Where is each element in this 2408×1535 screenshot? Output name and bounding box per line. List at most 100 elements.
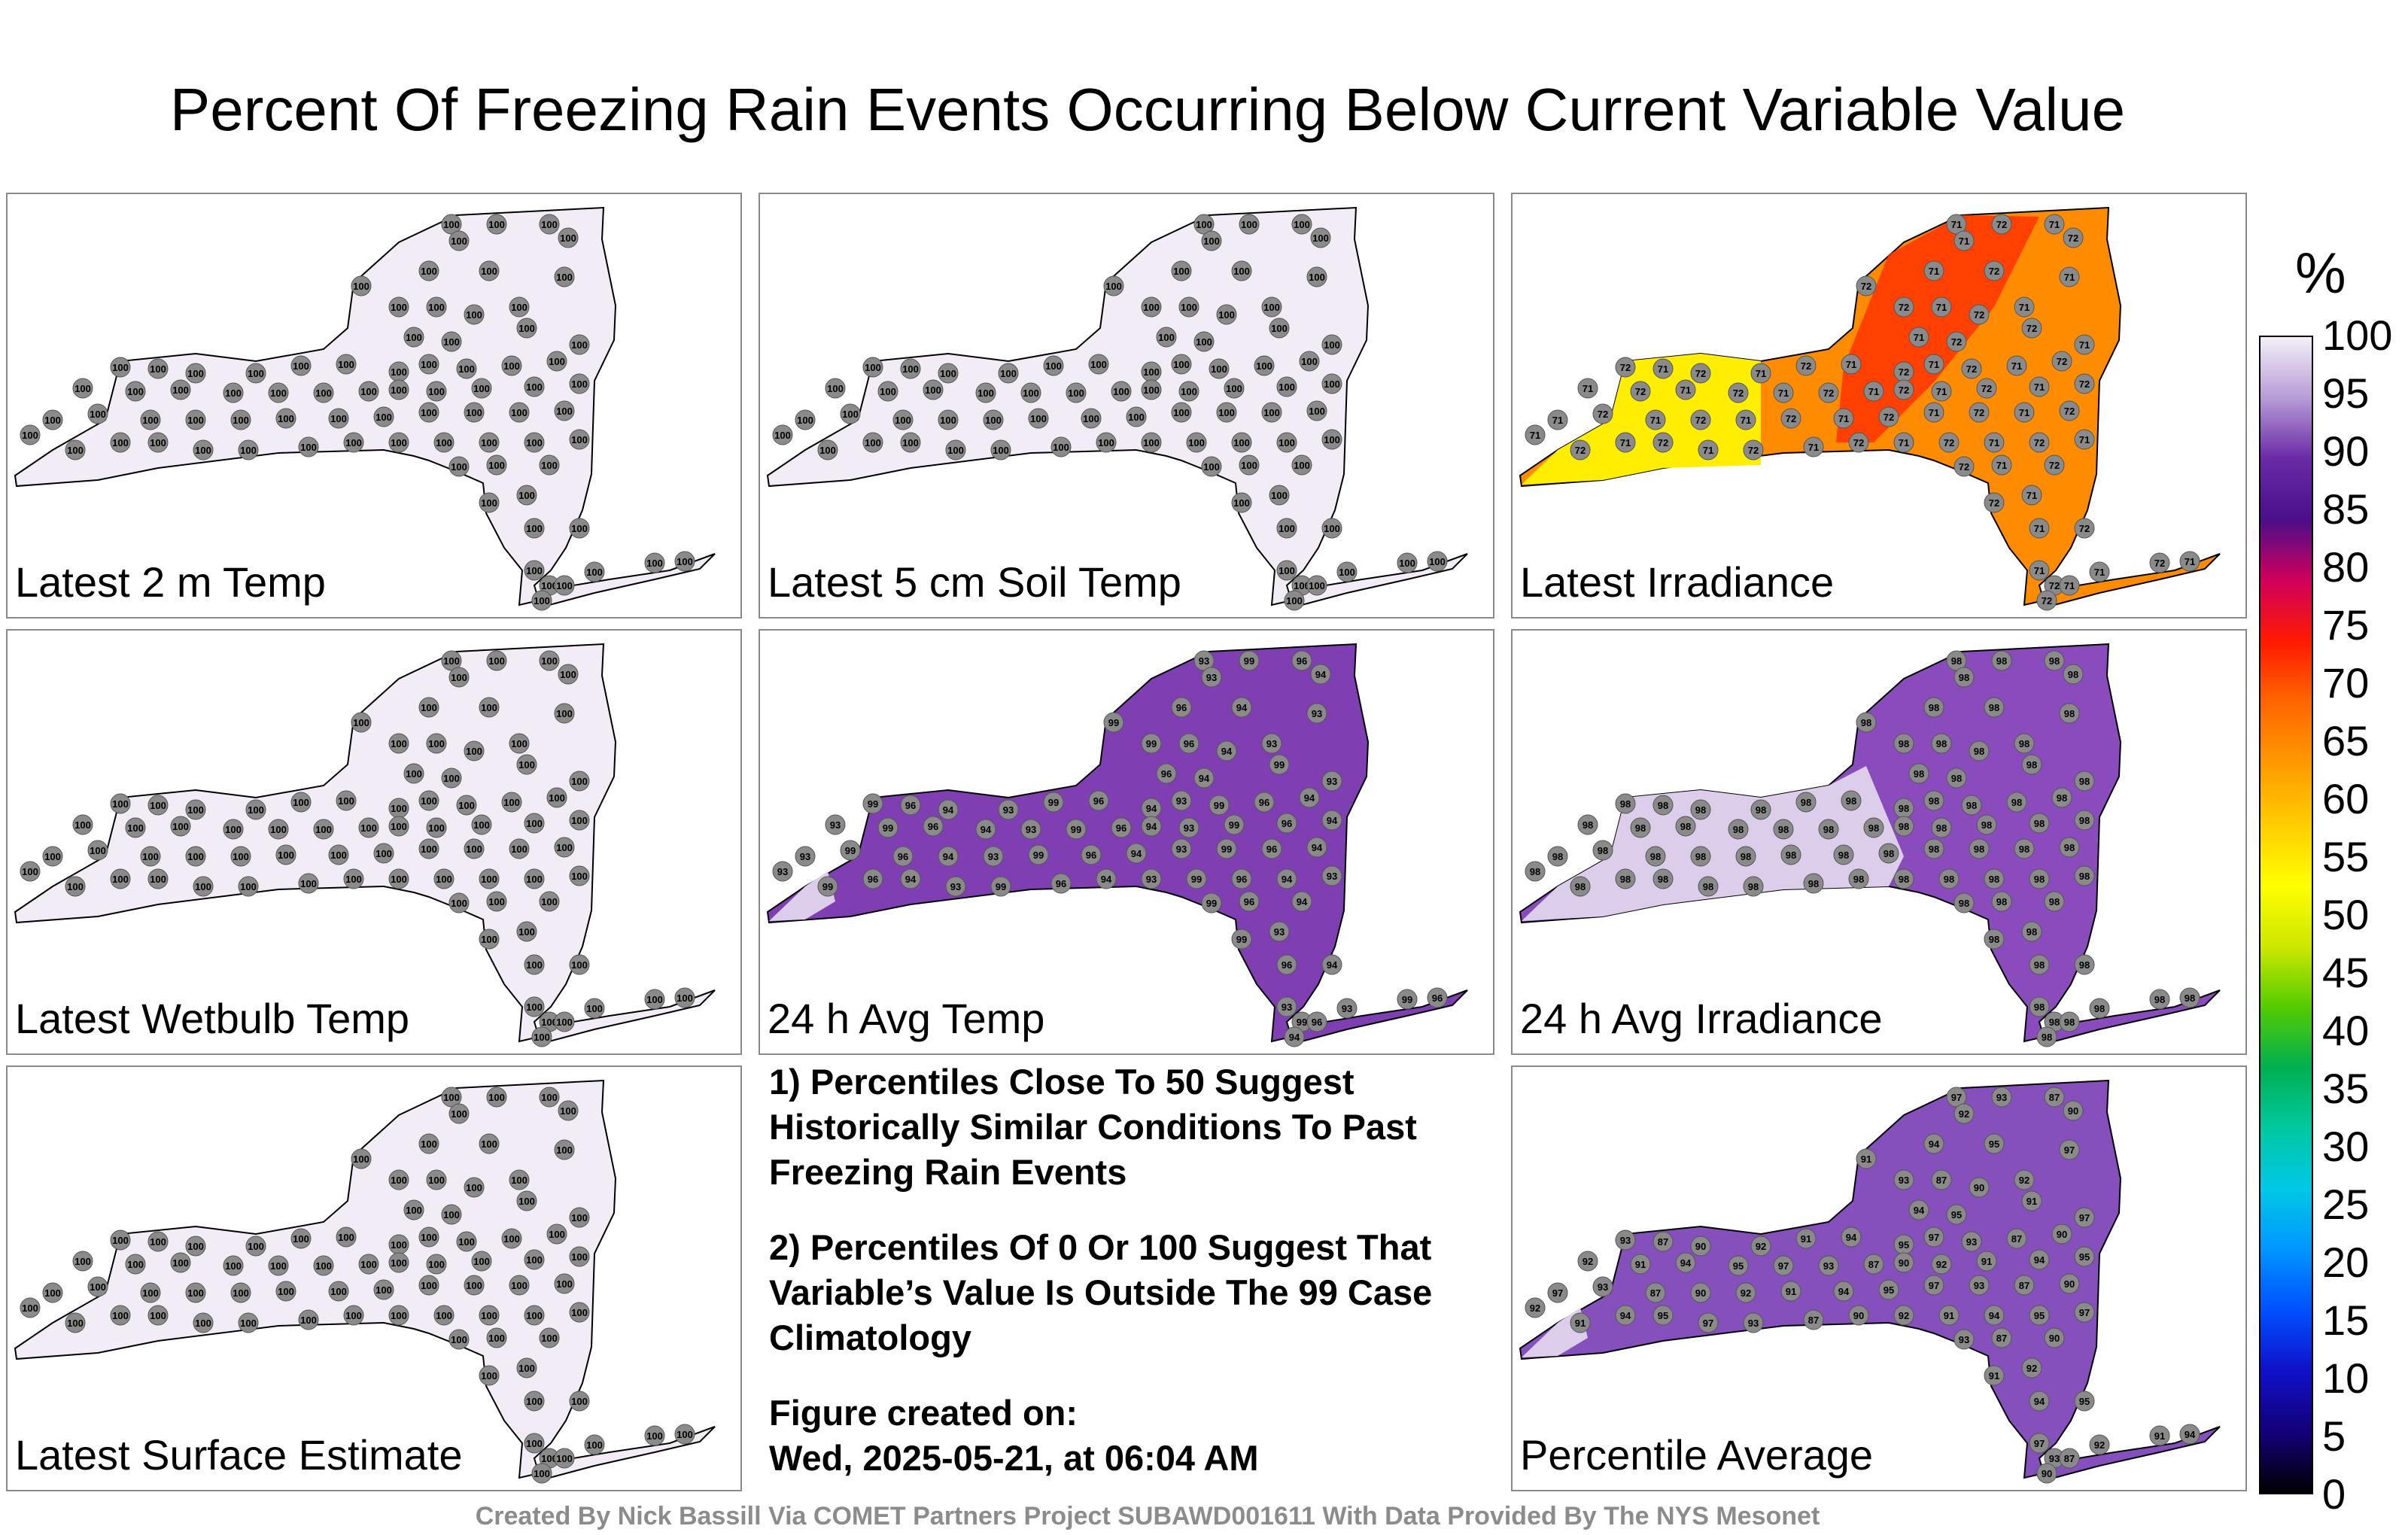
station-value-label: 100	[571, 1396, 588, 1407]
station-marker	[245, 799, 266, 820]
station-value-label: 72	[1620, 362, 1631, 373]
station-value-label: 99	[996, 881, 1006, 892]
station-value-label: 71	[1530, 430, 1540, 441]
station-marker	[2014, 1275, 2035, 1296]
station-value-label: 99	[1244, 655, 1254, 667]
station-value-label: 100	[541, 460, 558, 471]
station-marker	[1269, 318, 1290, 339]
station-marker	[2059, 837, 2080, 858]
station-value-label: 100	[466, 746, 482, 757]
station-marker	[328, 408, 349, 429]
station-marker	[554, 1273, 575, 1294]
station-marker	[1321, 954, 1342, 975]
station-value-label: 87	[1936, 1175, 1947, 1186]
station-marker	[2044, 891, 2065, 912]
station-marker	[1239, 891, 1260, 912]
station-marker	[1969, 740, 1990, 761]
station-marker	[72, 814, 93, 835]
station-value-label: 100	[526, 1254, 543, 1266]
station-value-label: 100	[541, 896, 558, 907]
map-panel-latest-2m-temp: 100 100 100 100 100 100 100 100 100 100 100 100 100 1…	[6, 193, 742, 619]
station-value-label: 72	[1989, 497, 1999, 509]
station-value-label: 87	[1996, 1333, 2007, 1344]
station-marker	[2059, 1448, 2080, 1469]
station-marker	[336, 1226, 357, 1248]
station-marker	[193, 1312, 214, 1333]
station-value-label: 93	[1959, 1334, 1969, 1345]
station-marker	[1276, 432, 1297, 453]
station-value-label: 98	[1620, 874, 1631, 885]
station-value-label: 100	[526, 1396, 543, 1407]
station-value-label: 93	[800, 851, 810, 862]
station-marker	[2006, 792, 2027, 813]
station-marker	[1953, 230, 1975, 251]
station-value-label: 96	[1176, 702, 1187, 713]
station-marker	[2074, 1207, 2095, 1228]
station-value-label: 100	[195, 1318, 211, 1329]
station-marker	[524, 432, 545, 453]
station-value-label: 99	[1108, 717, 1119, 728]
station-marker	[524, 813, 545, 834]
station-marker	[185, 846, 206, 867]
station-value-label: 94	[1304, 792, 1315, 804]
station-marker	[1841, 354, 1862, 375]
station-marker	[558, 1100, 579, 1121]
long-island-outline	[1284, 553, 1468, 606]
station-marker	[1690, 363, 1711, 384]
station-marker	[546, 787, 567, 808]
station-value-label: 71	[1929, 359, 1939, 370]
station-marker	[298, 436, 319, 457]
station-marker	[2006, 1228, 2027, 1249]
station-value-label: 72	[1801, 360, 1811, 372]
station-marker	[524, 1305, 545, 1326]
station-value-label: 99	[868, 798, 878, 810]
station-marker	[1111, 817, 1132, 838]
station-marker	[554, 1448, 575, 1469]
station-value-label: 100	[300, 1315, 317, 1326]
station-marker	[298, 1309, 319, 1330]
colorbar-tick-label: 85	[2322, 485, 2370, 533]
station-marker	[1773, 819, 1794, 840]
station-value-label: 100	[443, 219, 460, 230]
station-marker	[1321, 334, 1342, 355]
station-marker	[1306, 837, 1327, 858]
station-marker	[2051, 351, 2072, 372]
map-panel-latest-irradiance: 71 72 71 72 71 72 71 72 71 72 71 72 71 72 71 72 71 72 71 72…	[1511, 193, 2247, 619]
station-value-label: 100	[187, 1287, 204, 1299]
station-marker	[1427, 551, 1448, 572]
station-marker	[2179, 1424, 2200, 1445]
station-value-label: 71	[1899, 437, 1909, 448]
station-marker	[2059, 1139, 2080, 1160]
station-marker	[1818, 819, 1839, 840]
station-value-label: 72	[1861, 281, 1871, 292]
station-value-label: 90	[2068, 1105, 2078, 1117]
station-value-label: 71	[1846, 359, 1856, 370]
station-value-label: 72	[1853, 437, 1864, 448]
station-value-label: 91	[1944, 1310, 1954, 1321]
station-value-label: 100	[526, 818, 543, 829]
station-marker	[1310, 664, 1331, 685]
station-marker	[2149, 552, 2170, 573]
station-value-label: 100	[1233, 497, 1250, 509]
station-value-label: 100	[481, 1138, 497, 1150]
station-marker	[1261, 733, 1282, 754]
station-value-label: 100	[233, 851, 249, 862]
station-marker	[125, 817, 146, 838]
station-marker	[1178, 817, 1199, 838]
station-marker	[358, 381, 379, 402]
station-value-label: 100	[518, 759, 535, 771]
station-value-label: 100	[391, 385, 407, 396]
station-value-label: 100	[195, 445, 211, 456]
station-marker	[2044, 214, 2065, 235]
station-marker	[1321, 373, 1342, 394]
station-value-label: 100	[819, 445, 836, 456]
station-marker	[418, 1133, 439, 1154]
station-value-label: 72	[1951, 336, 1962, 348]
station-value-label: 98	[1951, 773, 1962, 784]
station-marker	[1946, 768, 1967, 789]
station-value-label: 94	[2034, 1254, 2045, 1266]
station-value-label: 98	[2049, 655, 2060, 667]
station-value-label: 72	[1695, 415, 1706, 426]
station-value-label: 100	[1196, 336, 1212, 348]
station-value-label: 71	[2064, 272, 2075, 283]
